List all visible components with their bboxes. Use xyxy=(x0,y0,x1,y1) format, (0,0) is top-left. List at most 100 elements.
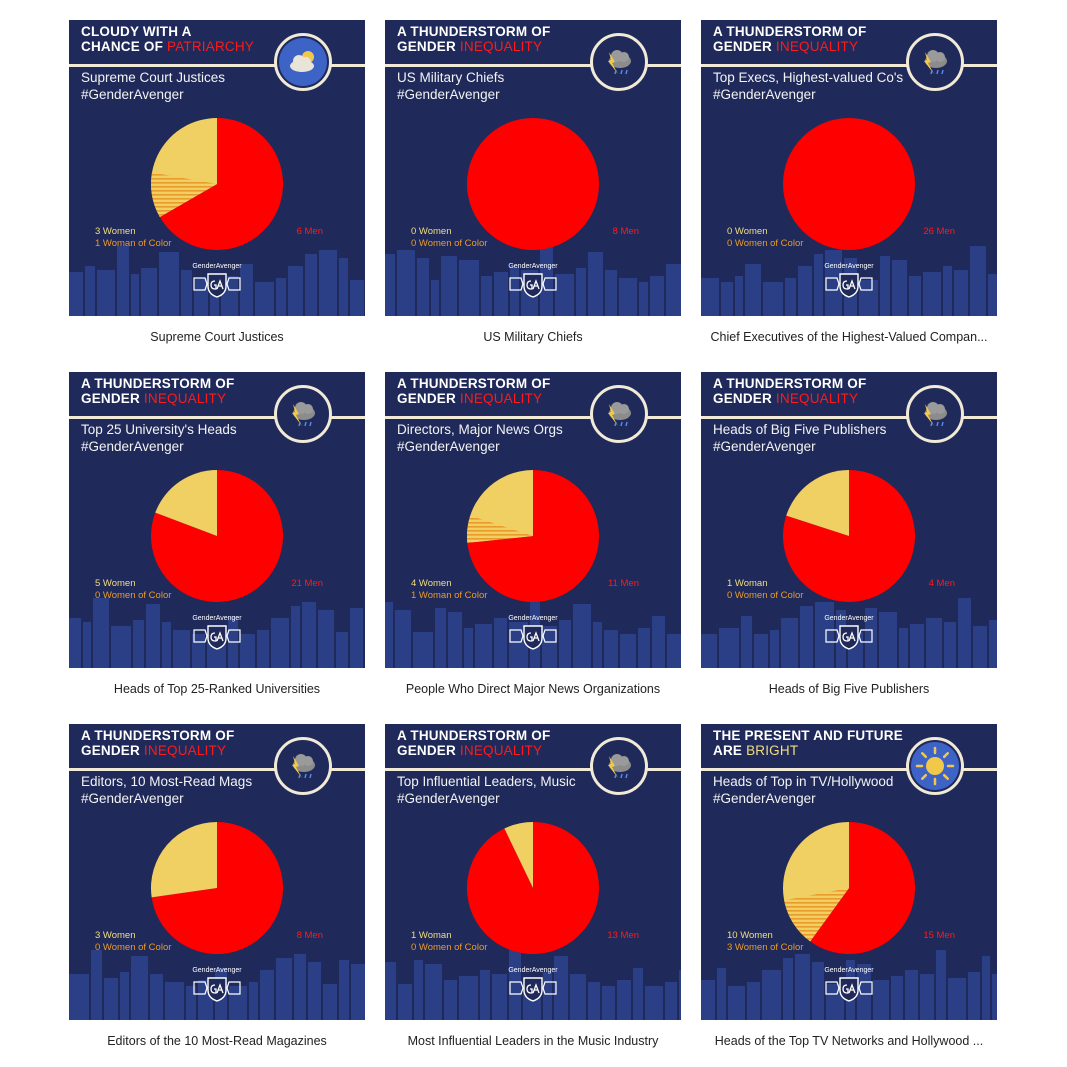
pie-slice-men xyxy=(151,822,283,954)
weather-badge xyxy=(274,385,332,443)
city-skyline xyxy=(385,246,681,316)
headline: THE PRESENT AND FUTURE ARE BRIGHT xyxy=(713,728,903,758)
infographic-card[interactable]: A THUNDERSTORM OF GENDER INEQUALITY Top In… xyxy=(385,724,681,1020)
headline-line-2: GENDER INEQUALITY xyxy=(713,391,903,406)
men-count-label: 21 Men xyxy=(291,578,323,589)
thunderstorm-icon xyxy=(911,38,959,86)
headline-highlight: INEQUALITY xyxy=(459,743,543,758)
weather-badge xyxy=(906,385,964,443)
women-count-label: 4 Women xyxy=(411,578,452,589)
headline-line-2: GENDER INEQUALITY xyxy=(397,391,587,406)
women-count-label: 1 Woman xyxy=(411,930,452,941)
pie-chart xyxy=(151,118,283,250)
tile-caption: Editors of the 10 Most-Read Magazines xyxy=(107,1034,327,1048)
headline-line-1: THE PRESENT AND FUTURE xyxy=(713,728,903,743)
thunderstorm-icon xyxy=(595,38,643,86)
infographic-card[interactable]: A THUNDERSTORM OF GENDER INEQUALITY US Mil… xyxy=(385,20,681,316)
headline: CLOUDY WITH A CHANCE OF PATRIARCHY xyxy=(81,24,271,54)
subtitle-hashtag: #GenderAvenger xyxy=(713,86,816,102)
subtitle-hashtag: #GenderAvenger xyxy=(81,438,184,454)
men-count-label: 15 Men xyxy=(923,930,955,941)
headline-line-1: A THUNDERSTORM OF xyxy=(81,376,235,391)
men-count-label: 8 Men xyxy=(296,930,323,941)
men-count-label: 26 Men xyxy=(923,226,955,237)
shield-icon xyxy=(193,625,241,650)
pie-chart xyxy=(151,822,283,954)
women-count-label: 0 Women xyxy=(411,226,452,237)
genderavenger-logo: GenderAvenger xyxy=(503,263,563,298)
genderavenger-logo: GenderAvenger xyxy=(187,263,247,298)
subtitle-title: Top Execs, Highest-valued Co's xyxy=(713,70,904,85)
header-divider xyxy=(701,416,997,419)
subtitle-title: Top 25 University's Heads xyxy=(81,422,237,437)
subtitle-title: Heads of Big Five Publishers xyxy=(713,422,887,437)
headline-prefix: GENDER xyxy=(81,743,144,758)
subtitle: Editors, 10 Most-Read Mags #GenderAvenger xyxy=(81,774,252,807)
thunderstorm-icon xyxy=(595,390,643,438)
logo-text: GenderAvenger xyxy=(192,615,242,622)
weather-badge xyxy=(906,33,964,91)
thunderstorm-icon xyxy=(279,390,327,438)
weather-badge xyxy=(590,737,648,795)
pie-slice-women-of-color xyxy=(784,888,849,942)
pie-chart xyxy=(150,470,283,602)
pie-slice-men xyxy=(150,470,283,602)
women-of-color-count-label: 0 Women of Color xyxy=(727,590,804,601)
header-divider xyxy=(385,768,681,771)
women-of-color-count-label: 0 Women of Color xyxy=(411,942,488,953)
infographic-card[interactable]: A THUNDERSTORM OF GENDER INEQUALITY Heads … xyxy=(701,372,997,668)
women-count-label: 1 Woman xyxy=(727,578,768,589)
infographic-card[interactable]: THE PRESENT AND FUTURE ARE BRIGHT Heads of… xyxy=(701,724,997,1020)
headline-line-2: GENDER INEQUALITY xyxy=(81,391,271,406)
women-count-label: 5 Women xyxy=(95,578,136,589)
infographic-card[interactable]: A THUNDERSTORM OF GENDER INEQUALITY Direct… xyxy=(385,372,681,668)
tile-caption: Heads of Big Five Publishers xyxy=(768,682,930,696)
subtitle: US Military Chiefs #GenderAvenger xyxy=(397,70,504,103)
headline-line-2: ARE BRIGHT xyxy=(713,743,903,758)
headline-prefix: GENDER xyxy=(397,391,460,406)
weather-badge xyxy=(590,33,648,91)
genderavenger-logo: GenderAvenger xyxy=(187,967,247,1002)
women-of-color-count-label: 0 Women of Color xyxy=(95,942,172,953)
tile-caption: US Military Chiefs xyxy=(483,330,583,344)
headline: A THUNDERSTORM OF GENDER INEQUALITY xyxy=(713,24,903,54)
pie-slice-women-of-color xyxy=(467,515,533,543)
tile-caption: People Who Direct Major News Organizatio… xyxy=(405,682,661,696)
logo-text: GenderAvenger xyxy=(508,967,558,974)
weather-badge xyxy=(590,385,648,443)
logo-text: GenderAvenger xyxy=(508,615,558,622)
headline-highlight: INEQUALITY xyxy=(143,743,227,758)
pie-chart xyxy=(783,470,915,602)
infographic-card[interactable]: A THUNDERSTORM OF GENDER INEQUALITY Top 25… xyxy=(69,372,365,668)
infographic-card[interactable]: A THUNDERSTORM OF GENDER INEQUALITY Top Ex… xyxy=(701,20,997,316)
headline-line-1: A THUNDERSTORM OF xyxy=(397,728,551,743)
tile-caption: Heads of Top 25-Ranked Universities xyxy=(113,682,321,696)
pie-slice-men xyxy=(159,118,283,250)
header-divider xyxy=(69,416,365,419)
subtitle-title: Directors, Major News Orgs xyxy=(397,422,563,437)
header-divider xyxy=(701,768,997,771)
subtitle-title: Editors, 10 Most-Read Mags xyxy=(81,774,253,789)
subtitle-hashtag: #GenderAvenger xyxy=(81,86,184,102)
pie-slice-women xyxy=(155,470,217,536)
headline-line-2: CHANCE OF PATRIARCHY xyxy=(81,39,271,54)
tile-caption: Heads of the Top TV Networks and Hollywo… xyxy=(714,1034,984,1048)
weather-badge xyxy=(906,737,964,795)
headline-line-2: GENDER INEQUALITY xyxy=(397,743,587,758)
headline: A THUNDERSTORM OF GENDER INEQUALITY xyxy=(81,728,271,758)
women-of-color-count-label: 0 Women of Color xyxy=(95,590,172,601)
headline-line-1: A THUNDERSTORM OF xyxy=(397,24,551,39)
shield-icon xyxy=(193,977,241,1002)
pie-chart xyxy=(783,118,915,250)
pie-slice-women xyxy=(504,822,533,888)
tile-caption: Most Influential Leaders in the Music In… xyxy=(407,1034,659,1048)
genderavenger-logo: GenderAvenger xyxy=(819,967,879,1002)
pie-slice-women-of-color xyxy=(151,172,217,217)
subtitle-hashtag: #GenderAvenger xyxy=(713,790,816,806)
tile-caption: Chief Executives of the Highest-Valued C… xyxy=(710,330,988,344)
shield-icon xyxy=(825,625,873,650)
infographic-card[interactable]: CLOUDY WITH A CHANCE OF PATRIARCHY Supreme… xyxy=(69,20,365,316)
genderavenger-logo: GenderAvenger xyxy=(819,615,879,650)
infographic-card[interactable]: A THUNDERSTORM OF GENDER INEQUALITY Editor… xyxy=(69,724,365,1020)
shield-icon xyxy=(193,273,241,298)
